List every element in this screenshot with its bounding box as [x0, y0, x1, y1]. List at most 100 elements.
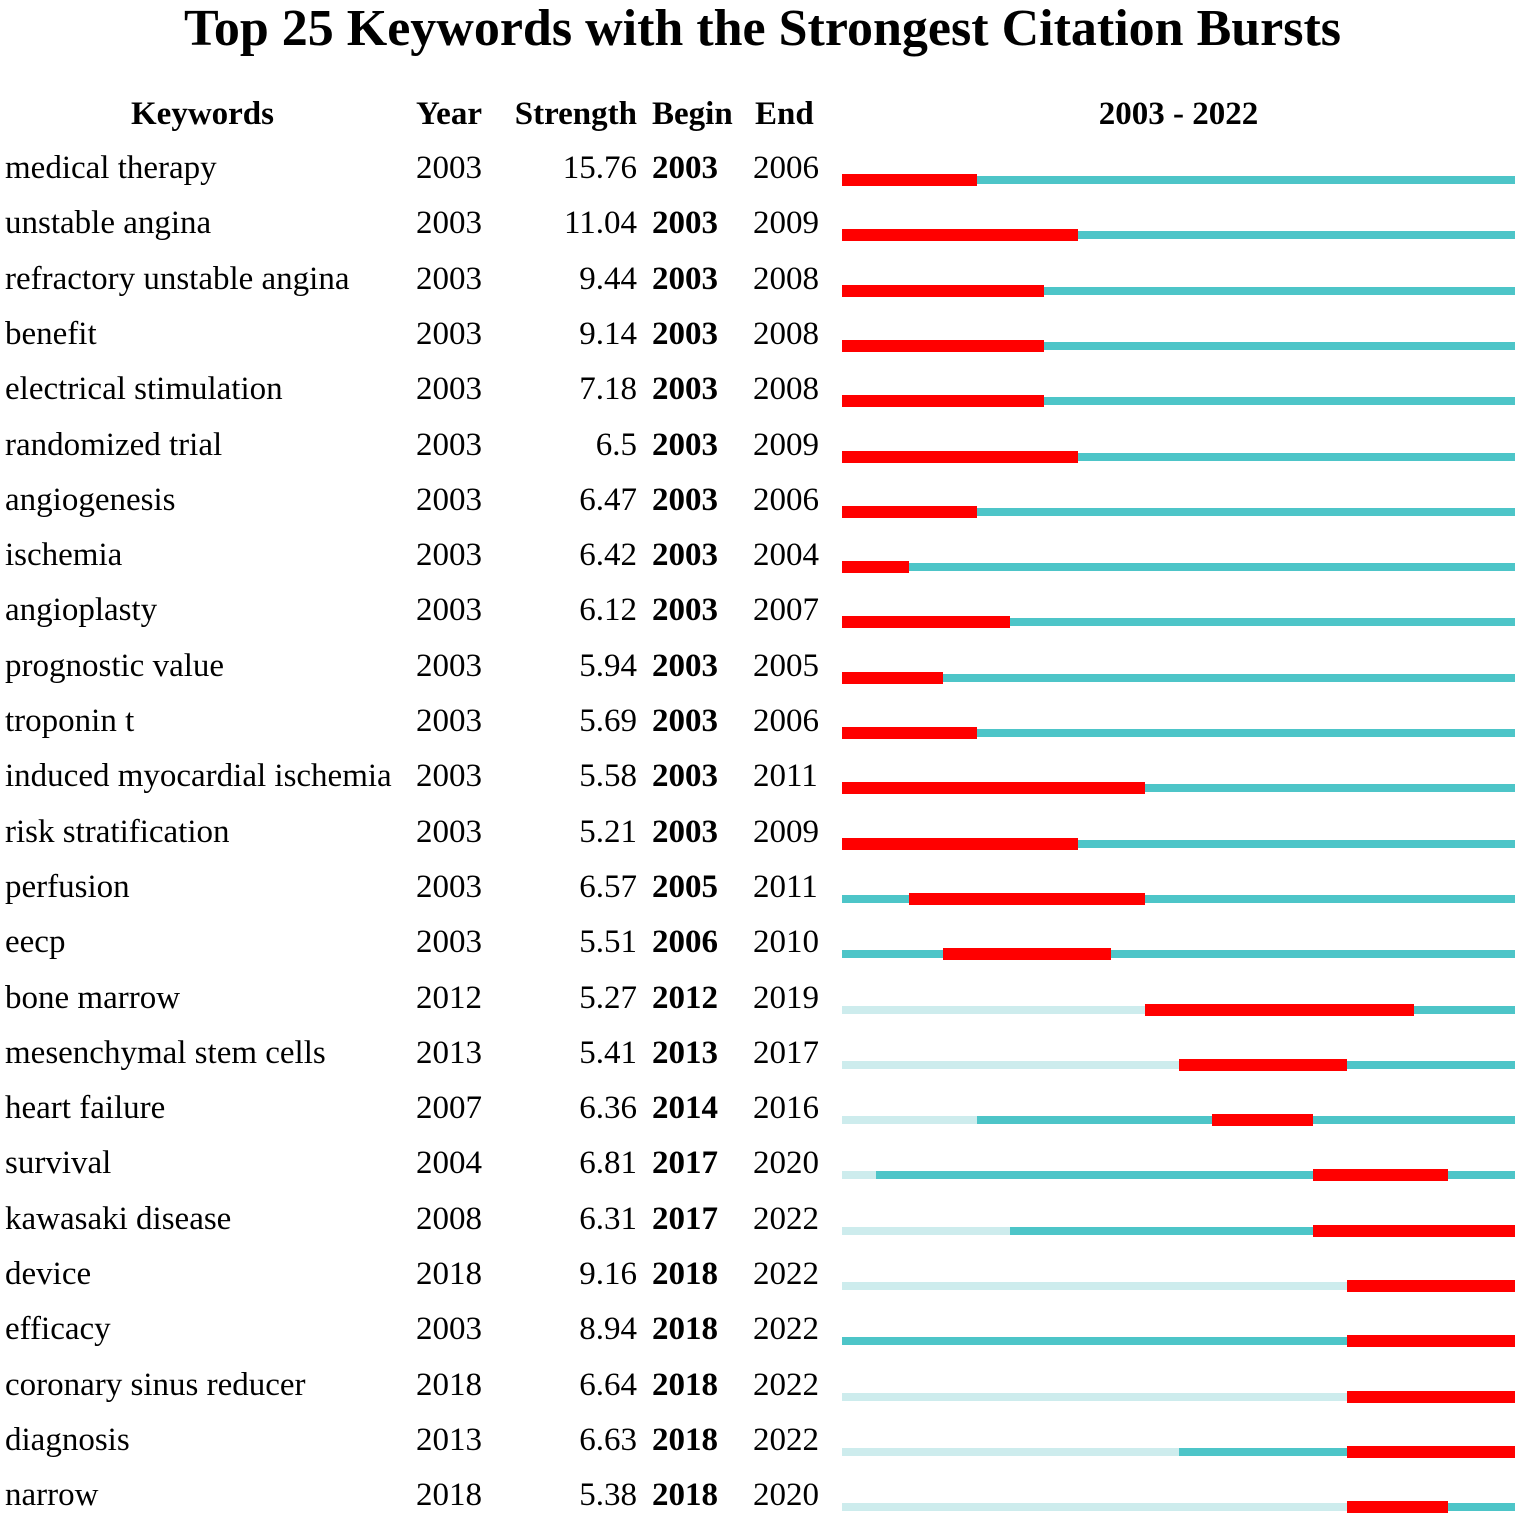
- table-row: risk stratification 2003 5.21 2003 2009: [0, 805, 1525, 860]
- end-value: 2004: [753, 537, 819, 574]
- burst-bar: [842, 450, 1078, 463]
- strength-value: 6.5: [595, 426, 637, 463]
- inactive-segment: [842, 1226, 1011, 1235]
- inactive-segment: [842, 1005, 1145, 1014]
- year-value: 2003: [416, 481, 482, 518]
- end-value: 2006: [753, 703, 819, 739]
- burst-bar: [842, 616, 1011, 629]
- active-segment: [842, 894, 1515, 903]
- year-value: 2003: [416, 260, 482, 297]
- begin-value: 2017: [652, 1200, 718, 1237]
- year-value: 2003: [416, 150, 482, 186]
- end-value: 2022: [753, 1421, 819, 1458]
- table-row: unstable angina 2003 11.04 2003 2009: [0, 196, 1525, 251]
- begin-value: 2003: [652, 205, 718, 242]
- begin-value: 2005: [652, 868, 718, 905]
- begin-value: 2003: [652, 647, 718, 684]
- end-value: 2022: [753, 1200, 819, 1237]
- table-row: refractory unstable angina 2003 9.44 2003 20…: [0, 252, 1525, 307]
- burst-timeline: [842, 583, 1515, 638]
- strength-value: 8.94: [579, 1311, 637, 1348]
- begin-value: 2003: [652, 426, 718, 463]
- burst-timeline: [842, 196, 1515, 251]
- year-value: 2018: [416, 1256, 482, 1292]
- strength-value: 6.31: [579, 1200, 637, 1237]
- end-value: 2009: [753, 205, 819, 242]
- strength-value: 5.69: [579, 703, 637, 739]
- begin-value: 2012: [652, 979, 718, 1016]
- keyword-label: diagnosis: [5, 1421, 130, 1458]
- strength-value: 6.47: [579, 481, 637, 518]
- burst-timeline: [842, 971, 1515, 1026]
- strength-value: 6.57: [579, 868, 637, 905]
- chart-title: Top 25 Keywords with the Strongest Citat…: [183, 0, 1342, 57]
- burst-bar: [842, 671, 943, 684]
- burst-timeline: [842, 694, 1515, 749]
- keyword-label: angioplasty: [5, 592, 158, 629]
- end-value: 2005: [753, 647, 819, 684]
- year-value: 2003: [416, 315, 482, 352]
- keyword-label: coronary sinus reducer: [5, 1366, 306, 1403]
- burst-bar: [1313, 1169, 1448, 1182]
- year-value: 2004: [416, 1145, 482, 1182]
- year-value: 2013: [416, 1034, 482, 1071]
- begin-value: 2018: [652, 1311, 718, 1348]
- burst-bar: [1346, 1445, 1515, 1458]
- end-value: 2011: [753, 758, 818, 795]
- table-row: benefit 2003 9.14 2003 2008: [0, 307, 1525, 362]
- burst-bar: [1346, 1390, 1515, 1403]
- begin-value: 2003: [652, 703, 718, 739]
- burst-timeline: [842, 307, 1515, 362]
- burst-bar: [842, 505, 977, 518]
- keyword-label: survival: [5, 1145, 112, 1182]
- burst-bar: [1178, 1058, 1347, 1071]
- burst-bar: [1346, 1501, 1448, 1514]
- keyword-label: medical therapy: [5, 150, 217, 186]
- burst-bar: [842, 727, 977, 739]
- year-value: 2003: [416, 758, 482, 795]
- active-segment: [842, 176, 1515, 184]
- table-row: angioplasty 2003 6.12 2003 2007: [0, 583, 1525, 638]
- end-value: 2007: [753, 592, 819, 629]
- year-value: 2003: [416, 647, 482, 684]
- begin-value: 2003: [652, 537, 718, 574]
- table-row: diagnosis 2013 6.63 2018 2022: [0, 1413, 1525, 1468]
- keyword-label: heart failure: [5, 1090, 166, 1127]
- table-row: survival 2004 6.81 2017 2020: [0, 1136, 1525, 1191]
- active-segment: [842, 507, 1515, 516]
- keyword-label: benefit: [5, 315, 97, 352]
- begin-value: 2018: [652, 1421, 718, 1458]
- burst-bar: [842, 284, 1044, 297]
- burst-timeline: [842, 1302, 1515, 1357]
- burst-timeline: [842, 252, 1515, 307]
- burst-bar: [1212, 1114, 1314, 1127]
- active-segment: [842, 673, 1515, 682]
- inactive-segment: [842, 1447, 1179, 1456]
- burst-timeline: [842, 915, 1515, 970]
- strength-value: 6.42: [579, 537, 637, 574]
- keyword-label: perfusion: [5, 868, 130, 905]
- burst-bar: [1144, 1003, 1415, 1016]
- begin-value: 2017: [652, 1145, 718, 1182]
- year-value: 2003: [416, 703, 482, 739]
- table-row: kawasaki disease 2008 6.31 2017 2022: [0, 1192, 1525, 1247]
- table-row: coronary sinus reducer 2018 6.64 2018 2022: [0, 1358, 1525, 1413]
- burst-bar: [1346, 1280, 1515, 1292]
- burst-timeline: [842, 749, 1515, 804]
- begin-value: 2003: [652, 813, 718, 850]
- table-row: medical therapy 2003 15.76 2003 2006: [0, 141, 1525, 196]
- burst-timeline: [842, 362, 1515, 417]
- keyword-label: risk stratification: [5, 813, 230, 850]
- burst-timeline: [842, 473, 1515, 528]
- active-segment: [842, 950, 1515, 959]
- table-row: randomized trial 2003 6.5 2003 2009: [0, 418, 1525, 473]
- burst-bar: [842, 339, 1044, 352]
- strength-value: 5.27: [579, 979, 637, 1016]
- table-row: narrow 2018 5.38 2018 2020: [0, 1468, 1525, 1523]
- year-value: 2018: [416, 1366, 482, 1403]
- header-keywords: Keywords: [131, 96, 274, 132]
- burst-timeline: [842, 528, 1515, 583]
- inactive-segment: [842, 1171, 876, 1180]
- end-value: 2009: [753, 813, 819, 850]
- year-value: 2008: [416, 1200, 482, 1237]
